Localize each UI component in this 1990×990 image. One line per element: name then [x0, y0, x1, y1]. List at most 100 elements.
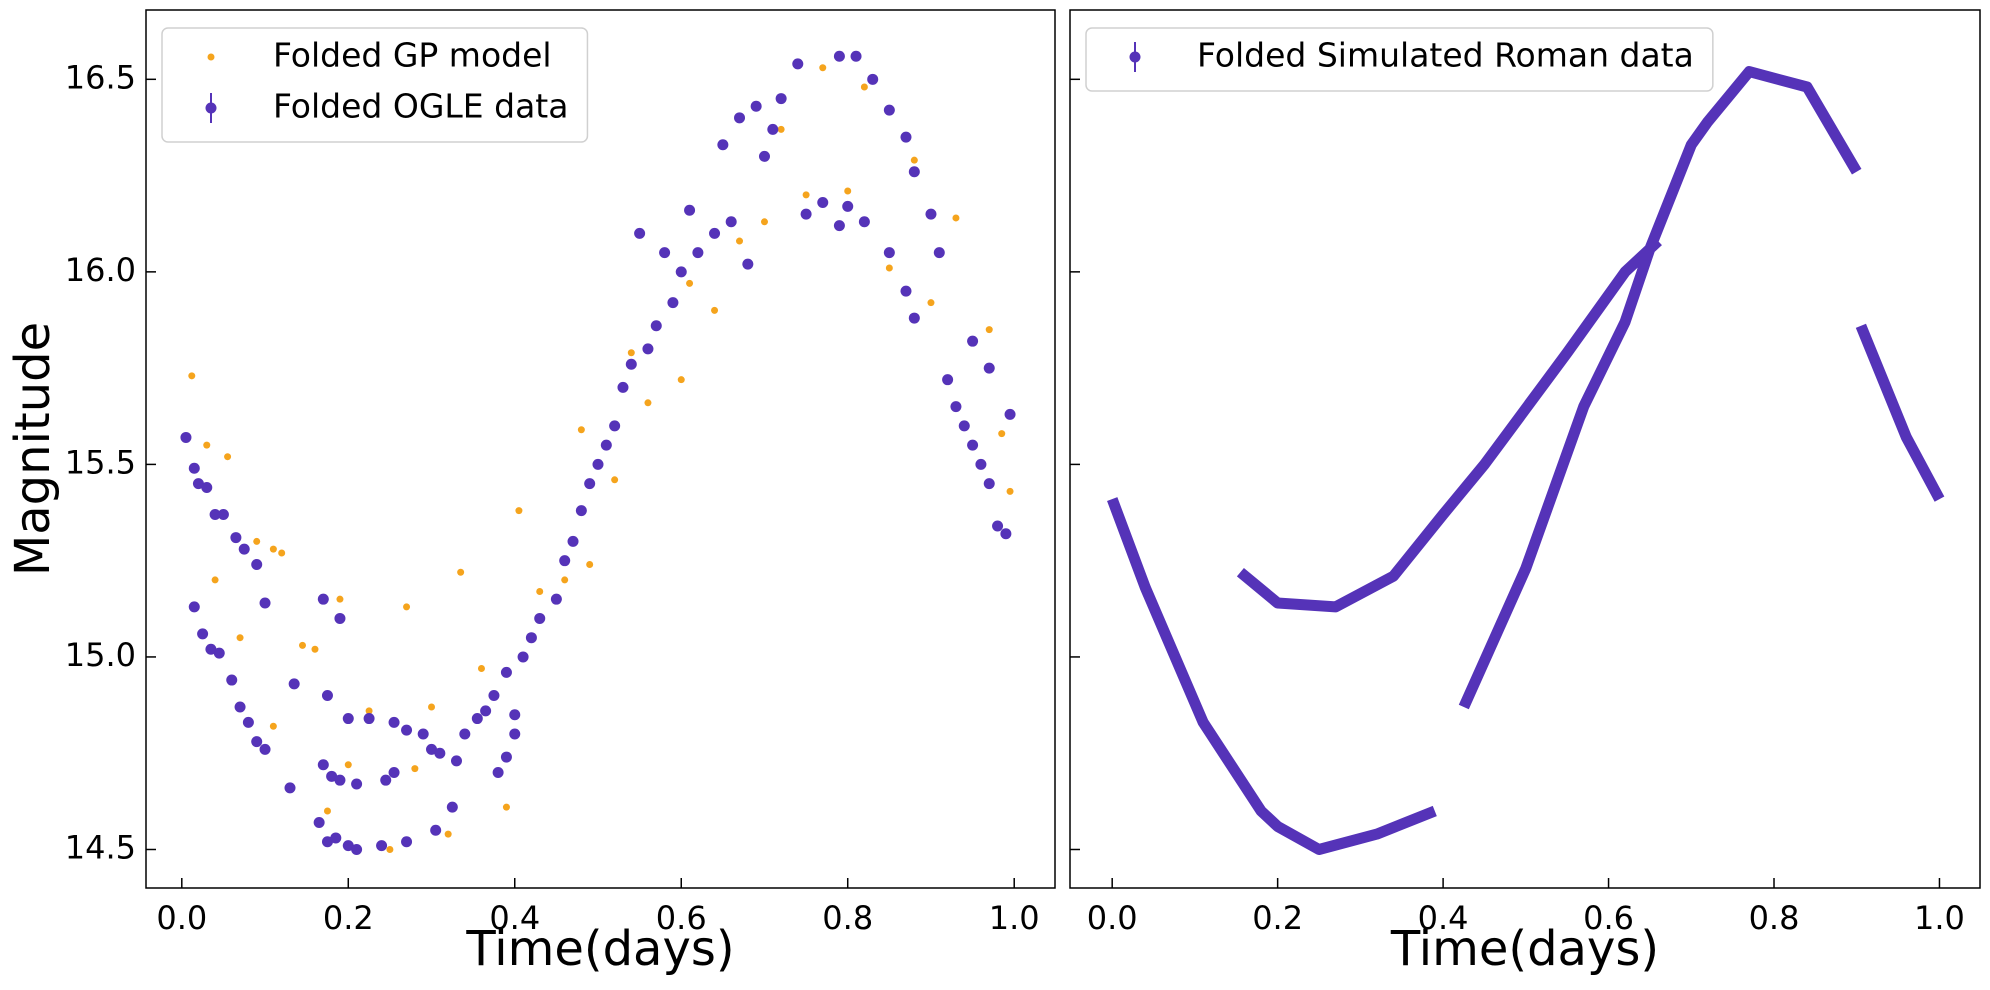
- data-point: [201, 482, 213, 494]
- data-point: [817, 197, 829, 209]
- gp-point: [627, 349, 635, 357]
- data-point: [609, 420, 621, 432]
- data-point: [500, 666, 512, 678]
- data-point: [600, 439, 612, 451]
- data-point: [775, 93, 787, 105]
- data-point: [858, 216, 870, 228]
- gp-point: [269, 545, 277, 553]
- data-point: [567, 535, 579, 547]
- data-point: [313, 817, 325, 829]
- gp-point: [1006, 487, 1014, 495]
- data-point: [492, 766, 504, 778]
- gp-point: [860, 83, 868, 91]
- data-point: [251, 559, 263, 571]
- data-point: [242, 716, 254, 728]
- data-point: [992, 520, 1004, 532]
- data-point: [459, 728, 471, 740]
- gp-point: [561, 576, 569, 584]
- gp-point: [253, 537, 261, 545]
- gp-point: [536, 587, 544, 595]
- data-point: [742, 258, 754, 270]
- data-point: [251, 736, 263, 748]
- data-point: [925, 208, 937, 220]
- data-point: [1000, 528, 1012, 540]
- legend: Folded GP model Folded OGLE data: [161, 27, 589, 143]
- plot-area: [1107, 66, 1945, 855]
- x-tick-label: 0.6: [656, 899, 707, 937]
- gp-point: [819, 64, 827, 72]
- data-point: [259, 597, 271, 609]
- data-point: [488, 689, 500, 701]
- data-point: [471, 713, 483, 725]
- data-point: [833, 50, 845, 62]
- data-point: [180, 431, 192, 443]
- gp-point: [577, 426, 585, 434]
- data-point: [983, 362, 995, 374]
- gp-point: [586, 561, 594, 569]
- data-point: [326, 770, 338, 782]
- gp-point: [760, 218, 768, 226]
- data-point: [692, 247, 704, 259]
- gp-point: [336, 595, 344, 603]
- gp-point: [365, 707, 373, 715]
- data-point: [480, 705, 492, 717]
- data-point: [525, 632, 537, 644]
- data-line: [1107, 66, 1945, 855]
- data-point: [401, 724, 413, 736]
- gp-point: [611, 476, 619, 484]
- data-point: [883, 247, 895, 259]
- data-point: [642, 343, 654, 355]
- data-point: [434, 747, 446, 759]
- data-point: [900, 131, 912, 143]
- data-point: [900, 285, 912, 297]
- plot-area: [180, 50, 1016, 855]
- data-point: [188, 462, 200, 474]
- data-point: [321, 836, 333, 848]
- data-point: [342, 713, 354, 725]
- data-point: [417, 728, 429, 740]
- x-tick-label: 0.4: [489, 899, 540, 937]
- gp-point: [998, 430, 1006, 438]
- x-axis-label: Time(days): [465, 921, 734, 977]
- gp-point: [278, 549, 286, 557]
- y-tick-label: 15.5: [65, 443, 136, 481]
- data-point: [284, 782, 296, 794]
- data-point: [238, 543, 250, 555]
- y-axis-label: Magnitude: [5, 322, 61, 576]
- data-point: [1004, 408, 1016, 420]
- y-tick-label: 16.5: [65, 58, 136, 96]
- gp-point: [952, 214, 960, 222]
- gp-point: [985, 326, 993, 334]
- data-point: [401, 836, 413, 848]
- data-point: [634, 227, 646, 239]
- data-point: [380, 774, 392, 786]
- data-point: [833, 220, 845, 232]
- x-tick-label: 0.6: [1583, 899, 1634, 937]
- data-point: [197, 628, 209, 640]
- data-point: [363, 713, 375, 725]
- y-tick-label: 15.0: [65, 636, 136, 674]
- data-point: [792, 58, 804, 70]
- x-axis-label: Time(days): [1390, 921, 1659, 977]
- data-point: [767, 123, 779, 135]
- data-point: [550, 593, 562, 605]
- data-point: [230, 532, 242, 544]
- gp-point: [644, 399, 652, 407]
- data-point: [205, 643, 217, 655]
- gp-point: [236, 634, 244, 642]
- data-point: [850, 50, 862, 62]
- x-tick-label: 1.0: [989, 899, 1040, 937]
- data-point: [317, 759, 329, 771]
- data-point: [967, 439, 979, 451]
- x-tick-label: 0.4: [1418, 899, 1469, 937]
- data-point: [617, 381, 629, 393]
- data-point: [430, 824, 442, 836]
- data-point: [942, 374, 954, 386]
- gp-point: [386, 845, 394, 853]
- data-point: [675, 266, 687, 278]
- data-point: [709, 227, 721, 239]
- data-point: [933, 247, 945, 259]
- legend-label: Folded GP model: [273, 36, 552, 75]
- data-point: [958, 420, 970, 432]
